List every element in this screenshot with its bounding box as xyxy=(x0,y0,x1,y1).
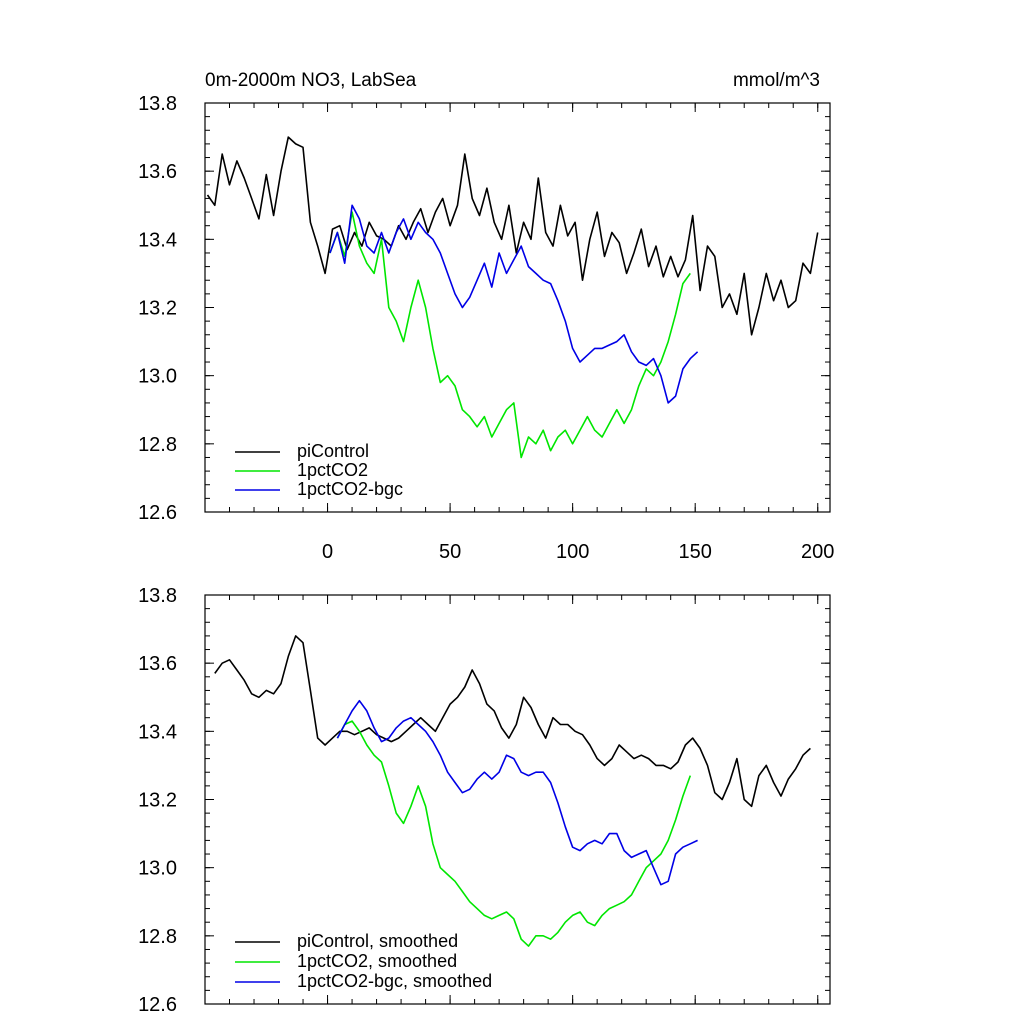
series-line-picontrol xyxy=(206,136,819,336)
legend-label: 1pctCO2-bgc, smoothed xyxy=(297,971,492,991)
chart-panel-1: 12.6 12.8 13.0 13.2 13.4 13.6 13.8 0 50 100 150 200… xyxy=(138,70,834,563)
y-tick-label: 13.2 xyxy=(138,790,177,812)
y-tick-label: 13.6 xyxy=(138,161,177,183)
y-tick-label: 12.6 xyxy=(138,994,177,1016)
y-tick-label: 13.8 xyxy=(138,585,177,607)
series-line-1pctco2-bgc xyxy=(329,204,699,404)
x-tick-label: 50 xyxy=(439,541,461,563)
y-tick-label: 13.6 xyxy=(138,653,177,675)
chart-panel-2: 12.6 12.8 13.0 13.2 13.4 13.6 13.8 piControl, s… xyxy=(138,585,831,1016)
series-line-1pctco2-bgc-smoothed xyxy=(336,699,698,886)
y-tick-label: 13.8 xyxy=(138,93,177,115)
y-tick-label: 13.4 xyxy=(138,229,177,251)
y-tick-label: 13.4 xyxy=(138,721,177,743)
series-line-picontrol-smoothed xyxy=(214,635,811,808)
series-line-1pctco2-smoothed xyxy=(336,720,692,947)
chart-title: 0m-2000m NO3, LabSea xyxy=(205,70,417,91)
legend-label: 1pctCO2, smoothed xyxy=(297,951,457,971)
legend-label: 1pctCO2 xyxy=(297,460,368,480)
series-line-1pctco2 xyxy=(329,211,691,459)
y-tick-label: 12.8 xyxy=(138,926,177,948)
y-tick-label: 12.8 xyxy=(138,434,177,456)
x-tick-label: 200 xyxy=(801,541,834,563)
x-tick-label: 0 xyxy=(322,541,333,563)
x-tick-label: 150 xyxy=(679,541,712,563)
y-tick-label: 13.2 xyxy=(138,298,177,320)
legend-label: 1pctCO2-bgc xyxy=(297,479,403,499)
y-tick-label: 12.6 xyxy=(138,502,177,524)
chart-units: mmol/m^3 xyxy=(733,70,820,91)
legend-label: piControl, smoothed xyxy=(297,931,458,951)
y-tick-label: 13.0 xyxy=(138,366,177,388)
x-tick-label: 100 xyxy=(556,541,589,563)
legend-label: piControl xyxy=(297,441,369,461)
y-tick-label: 13.0 xyxy=(138,858,177,880)
